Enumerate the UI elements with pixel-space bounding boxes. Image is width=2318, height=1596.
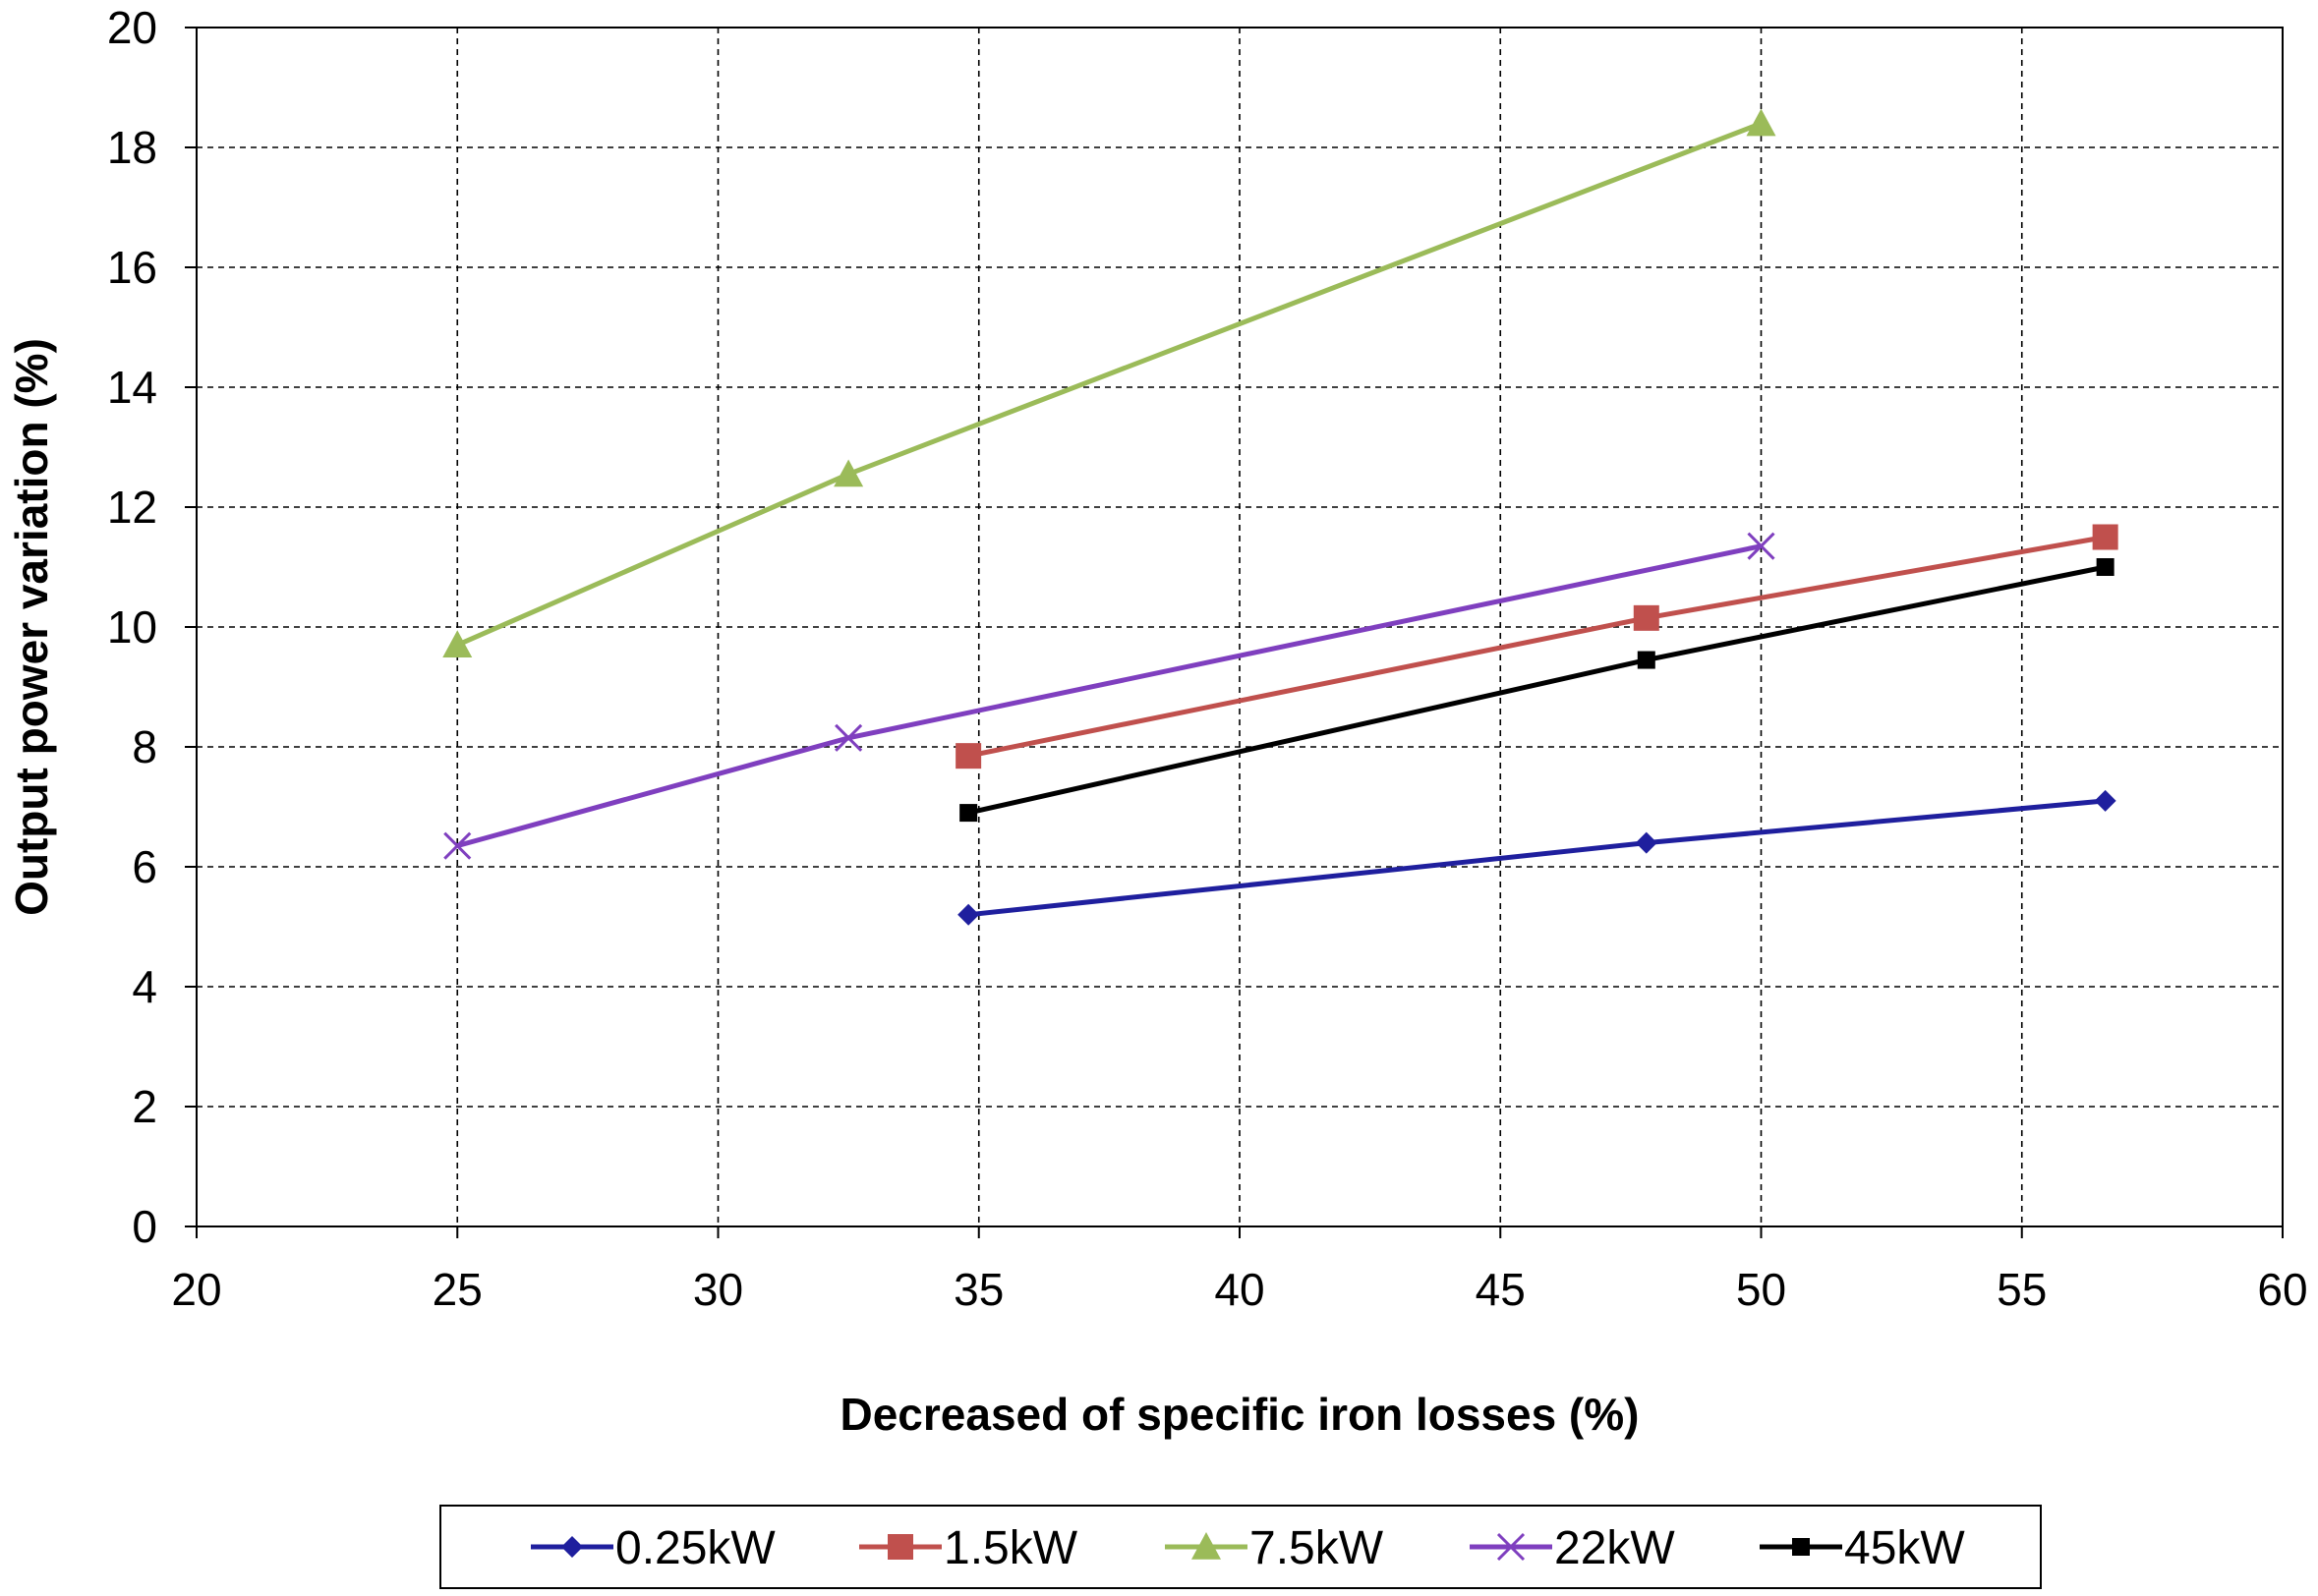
y-tick-label: 12 bbox=[107, 482, 157, 533]
legend-label: 1.5kW bbox=[944, 1522, 1078, 1574]
y-tick-label: 0 bbox=[132, 1201, 157, 1252]
y-tick-label: 20 bbox=[107, 2, 157, 53]
y-tick-label: 2 bbox=[132, 1081, 157, 1132]
legend-marker bbox=[1792, 1538, 1810, 1556]
y-tick-label: 6 bbox=[132, 841, 157, 892]
legend-item-45kw: 45kW bbox=[1760, 1522, 1965, 1574]
y-tick-label: 18 bbox=[107, 122, 157, 173]
legend-label: 7.5kW bbox=[1249, 1522, 1384, 1574]
x-tick-label: 55 bbox=[1997, 1264, 2047, 1315]
x-axis-tick-labels: 20 25 30 35 40 45 50 55 60 bbox=[171, 1264, 2307, 1315]
legend-label: 22kW bbox=[1554, 1522, 1675, 1574]
series-0-25kw bbox=[957, 789, 2116, 926]
series-7-5kw-point bbox=[442, 630, 473, 658]
x-tick-label: 50 bbox=[1736, 1264, 1786, 1315]
x-tick-label: 60 bbox=[2257, 1264, 2307, 1315]
series-45kw-point bbox=[2096, 558, 2115, 576]
x-marker-stroke bbox=[1747, 532, 1775, 560]
grid-lines bbox=[197, 28, 2283, 1226]
legend: 0.25kW 1.5kW 7.5kW 22kW 45kW bbox=[439, 1505, 2042, 1589]
series-45kw-point bbox=[959, 804, 978, 823]
series-22kw bbox=[443, 532, 1775, 860]
series-7-5kw-point bbox=[1746, 108, 1776, 137]
x-axis-title: Decreased of specific iron losses (%) bbox=[840, 1389, 1640, 1440]
data-series bbox=[442, 108, 2118, 926]
series-22kw-point bbox=[443, 831, 472, 860]
series-1-5kw-line bbox=[967, 535, 2107, 759]
series-22kw-line bbox=[456, 543, 1763, 849]
series-22kw-point bbox=[835, 723, 863, 752]
series-45kw bbox=[959, 558, 2115, 823]
series-0-25kw-point bbox=[957, 903, 980, 926]
series-1-5kw bbox=[956, 524, 2118, 770]
series-22kw-point bbox=[1747, 532, 1775, 560]
series-0-25kw-point bbox=[2094, 789, 2116, 812]
x-tick-label: 25 bbox=[433, 1264, 483, 1315]
series-0-25kw-point bbox=[1635, 831, 1657, 854]
x-tick-label: 20 bbox=[171, 1264, 221, 1315]
y-tick-label: 10 bbox=[107, 601, 157, 653]
y-tick-label: 14 bbox=[107, 362, 157, 413]
legend-item-1-5kw: 1.5kW bbox=[859, 1522, 1078, 1574]
legend-label: 0.25kW bbox=[615, 1522, 776, 1574]
series-7-5kw bbox=[442, 108, 1776, 658]
series-1-5kw-point bbox=[956, 743, 982, 770]
series-1-5kw-point bbox=[1633, 604, 1659, 631]
series-7-5kw-line bbox=[456, 121, 1763, 648]
y-tick-label: 4 bbox=[132, 961, 157, 1012]
series-45kw-line bbox=[967, 564, 2107, 816]
x-marker-stroke bbox=[1496, 1532, 1526, 1562]
series-0-25kw-line bbox=[967, 798, 2106, 918]
series-7-5kw-point bbox=[834, 459, 864, 487]
axes bbox=[185, 27, 2284, 1238]
x-marker-stroke bbox=[835, 723, 863, 752]
y-tick-label: 16 bbox=[107, 242, 157, 293]
y-tick-label: 8 bbox=[132, 721, 157, 772]
series-1-5kw-point bbox=[2092, 524, 2118, 550]
legend-marker bbox=[1496, 1532, 1526, 1562]
x-marker-stroke bbox=[443, 831, 472, 860]
legend-marker bbox=[1191, 1532, 1221, 1560]
legend-label: 45kW bbox=[1844, 1522, 1965, 1574]
legend-marker bbox=[561, 1536, 583, 1558]
legend-item-22kw: 22kW bbox=[1470, 1522, 1675, 1574]
legend-item-7-5kw: 7.5kW bbox=[1165, 1522, 1384, 1574]
x-tick-label: 40 bbox=[1214, 1264, 1264, 1315]
x-tick-label: 30 bbox=[693, 1264, 743, 1315]
x-tick-label: 45 bbox=[1476, 1264, 1526, 1315]
series-45kw-point bbox=[1637, 651, 1655, 669]
y-axis-title: Output power variation (%) bbox=[6, 338, 57, 916]
x-tick-label: 35 bbox=[954, 1264, 1004, 1315]
legend-item-0-25kw: 0.25kW bbox=[531, 1522, 776, 1574]
y-axis-tick-labels: 0 2 4 6 8 10 12 14 16 18 20 bbox=[107, 2, 157, 1252]
legend-marker bbox=[888, 1534, 913, 1560]
